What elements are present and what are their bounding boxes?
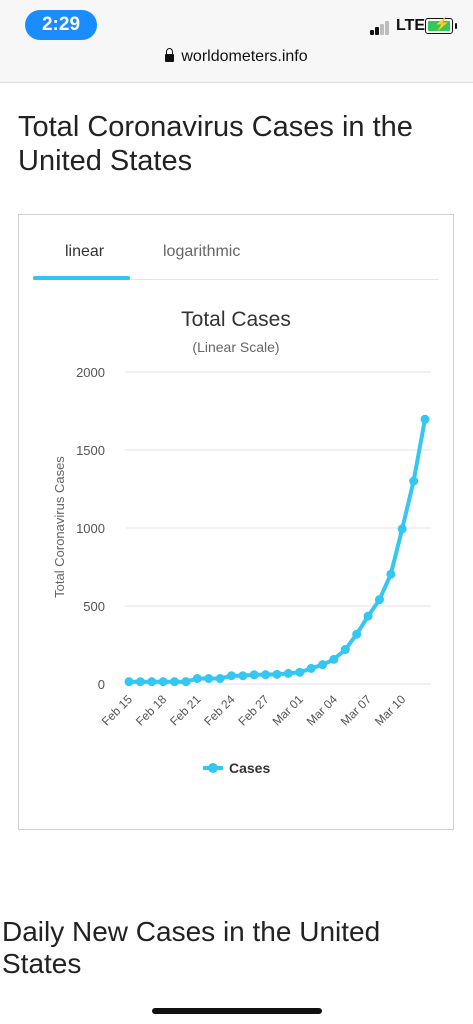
status-bar: 2:29 LTE ⚡ worldometers.info bbox=[0, 0, 473, 83]
y-tick-label: 2000 bbox=[76, 365, 105, 380]
chart-legend[interactable]: Cases bbox=[203, 760, 270, 776]
tab-logarithmic[interactable]: logarithmic bbox=[163, 243, 241, 260]
data-point[interactable] bbox=[329, 654, 339, 664]
data-point[interactable] bbox=[272, 669, 282, 679]
data-point[interactable] bbox=[374, 595, 384, 605]
data-point[interactable] bbox=[181, 677, 191, 687]
active-tab-indicator bbox=[33, 276, 130, 280]
section-title-daily-new-cases: Daily New Cases in the United States bbox=[2, 916, 381, 979]
page-title: Total Coronavirus Cases in the United St… bbox=[18, 111, 413, 177]
x-tick-label: Mar 04 bbox=[304, 692, 341, 729]
x-tick-label: Feb 24 bbox=[201, 692, 238, 729]
data-point[interactable] bbox=[386, 569, 396, 579]
x-tick-label: Feb 21 bbox=[167, 692, 204, 729]
data-point[interactable] bbox=[124, 677, 134, 687]
legend-label-cases: Cases bbox=[229, 760, 270, 776]
y-tick-label: 0 bbox=[98, 677, 105, 692]
data-point[interactable] bbox=[204, 674, 214, 684]
url-bar[interactable]: worldometers.info bbox=[0, 48, 473, 66]
y-tick-label: 1000 bbox=[76, 521, 105, 536]
data-point[interactable] bbox=[352, 629, 362, 639]
x-tick-label: Mar 07 bbox=[338, 692, 375, 729]
y-tick-label: 500 bbox=[83, 599, 105, 614]
data-point[interactable] bbox=[238, 671, 248, 681]
data-point[interactable] bbox=[295, 667, 305, 677]
legend-swatch-marker bbox=[208, 763, 218, 773]
battery-icon: ⚡ bbox=[425, 17, 457, 34]
data-point[interactable] bbox=[306, 663, 316, 673]
data-point[interactable] bbox=[192, 674, 202, 684]
x-tick-label: Feb 18 bbox=[133, 692, 170, 729]
data-point[interactable] bbox=[420, 414, 430, 424]
signal-icon bbox=[370, 21, 392, 35]
chart-subtitle: (Linear Scale) bbox=[192, 339, 279, 355]
chart-title: Total Cases bbox=[181, 308, 291, 331]
tab-linear[interactable]: linear bbox=[65, 243, 105, 260]
data-point[interactable] bbox=[249, 670, 259, 680]
data-point[interactable] bbox=[283, 668, 293, 678]
data-point[interactable] bbox=[170, 677, 180, 687]
x-tick-label: Mar 10 bbox=[372, 692, 409, 729]
data-point[interactable] bbox=[215, 674, 225, 684]
home-indicator[interactable] bbox=[152, 1008, 322, 1014]
data-point[interactable] bbox=[261, 670, 271, 680]
data-point[interactable] bbox=[363, 611, 373, 621]
network-label: LTE bbox=[396, 17, 426, 34]
data-point[interactable] bbox=[409, 476, 419, 486]
cases-chart: Total Cases (Linear Scale) Total Coronav… bbox=[52, 308, 431, 776]
data-point[interactable] bbox=[226, 671, 236, 681]
status-time[interactable]: 2:29 bbox=[25, 10, 97, 40]
x-tick-label: Mar 01 bbox=[270, 692, 307, 729]
data-point[interactable] bbox=[135, 677, 145, 687]
y-axis-label: Total Coronavirus Cases bbox=[52, 456, 67, 598]
y-tick-label: 1500 bbox=[76, 443, 105, 458]
data-point[interactable] bbox=[158, 677, 168, 687]
data-point[interactable] bbox=[318, 660, 328, 670]
data-point[interactable] bbox=[397, 524, 407, 534]
x-tick-label: Feb 15 bbox=[99, 692, 136, 729]
x-tick-label: Feb 27 bbox=[235, 692, 272, 729]
lock-icon bbox=[165, 48, 175, 62]
scale-tabs: linear logarithmic bbox=[33, 239, 439, 280]
data-point[interactable] bbox=[340, 645, 350, 655]
chart-card: linear logarithmic Total Cases (Linear S… bbox=[18, 214, 454, 830]
series-line-cases bbox=[129, 418, 427, 684]
url-text: worldometers.info bbox=[181, 48, 308, 65]
data-point[interactable] bbox=[147, 677, 157, 687]
